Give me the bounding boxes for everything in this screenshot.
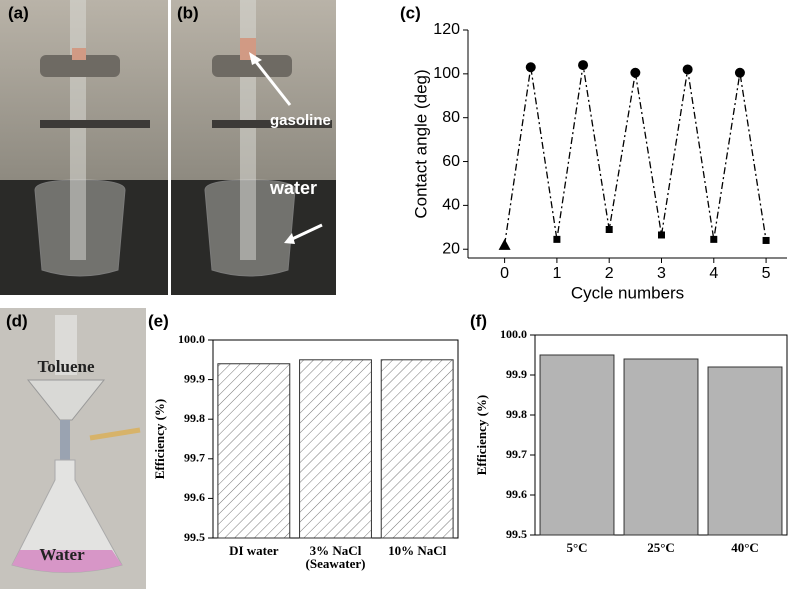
x-tick-label: 10% NaCl bbox=[388, 543, 447, 558]
x-tick-label: 1 bbox=[552, 265, 561, 282]
photo-b: (b) gasoline water bbox=[171, 0, 336, 295]
bar bbox=[624, 359, 698, 535]
photo-a: (a) bbox=[0, 0, 168, 295]
marker bbox=[526, 62, 536, 72]
x-tick-label: 3 bbox=[657, 265, 666, 282]
y-tick-label: 99.7 bbox=[184, 451, 205, 465]
y-tick-label: 100.0 bbox=[500, 327, 527, 341]
y-tick-label: 20 bbox=[442, 240, 460, 257]
annotation: gasoline bbox=[270, 112, 331, 129]
x-tick-label: 0 bbox=[500, 265, 509, 282]
bar bbox=[540, 355, 614, 535]
x-tick-label: 40°C bbox=[731, 540, 759, 555]
marker bbox=[710, 236, 717, 243]
marker bbox=[606, 226, 613, 233]
x-tick-label: 25°C bbox=[647, 540, 675, 555]
y-tick-label: 100.0 bbox=[178, 332, 205, 346]
figure: (a) (b) gasoline water (d) Toluene Water… bbox=[0, 0, 793, 589]
panel-label: (e) bbox=[148, 311, 169, 330]
marker bbox=[630, 68, 640, 78]
x-tick-label: 5 bbox=[762, 265, 771, 282]
photo-d: (d) Toluene Water bbox=[0, 308, 146, 589]
bar bbox=[218, 364, 290, 538]
y-tick-label: 99.6 bbox=[184, 490, 205, 504]
panel-label: (b) bbox=[177, 3, 199, 22]
y-axis-label: Contact angle (deg) bbox=[411, 69, 430, 218]
annotation: Water bbox=[39, 545, 85, 564]
x-axis-label: Cycle numbers bbox=[571, 283, 684, 302]
marker bbox=[499, 239, 511, 250]
bar bbox=[708, 367, 782, 535]
y-tick-label: 99.5 bbox=[506, 527, 527, 541]
marker bbox=[735, 68, 745, 78]
y-tick-label: 80 bbox=[442, 109, 460, 126]
bar bbox=[300, 360, 372, 538]
marker bbox=[553, 236, 560, 243]
bar bbox=[381, 360, 453, 538]
x-tick-label: 5°C bbox=[566, 540, 587, 555]
y-axis-label: Efficiency (%) bbox=[152, 399, 167, 480]
x-tick-label: 3% NaCl(Seawater) bbox=[306, 543, 366, 571]
y-tick-label: 99.5 bbox=[184, 530, 205, 544]
y-tick-label: 120 bbox=[433, 21, 460, 38]
marker bbox=[683, 64, 693, 74]
data-line bbox=[505, 65, 766, 245]
x-tick-label: 2 bbox=[605, 265, 614, 282]
annotation: water bbox=[269, 178, 317, 198]
panel-label: (c) bbox=[400, 3, 421, 22]
y-tick-label: 40 bbox=[442, 197, 460, 214]
marker bbox=[578, 60, 588, 70]
y-axis-label: Efficiency (%) bbox=[474, 395, 489, 476]
y-tick-label: 60 bbox=[442, 153, 460, 170]
marker bbox=[763, 237, 770, 244]
y-tick-label: 100 bbox=[433, 65, 460, 82]
panel-label: (a) bbox=[8, 3, 29, 22]
y-tick-label: 99.9 bbox=[184, 371, 205, 385]
y-tick-label: 99.9 bbox=[506, 367, 527, 381]
y-tick-label: 99.8 bbox=[184, 411, 205, 425]
y-tick-label: 99.7 bbox=[506, 447, 527, 461]
annotation: Toluene bbox=[37, 357, 94, 376]
marker bbox=[658, 231, 665, 238]
x-tick-label: DI water bbox=[229, 543, 279, 558]
panel-label: (f) bbox=[470, 311, 487, 330]
y-tick-label: 99.8 bbox=[506, 407, 527, 421]
panel-label: (d) bbox=[6, 311, 28, 330]
y-tick-label: 99.6 bbox=[506, 487, 527, 501]
x-tick-label: 4 bbox=[709, 265, 718, 282]
